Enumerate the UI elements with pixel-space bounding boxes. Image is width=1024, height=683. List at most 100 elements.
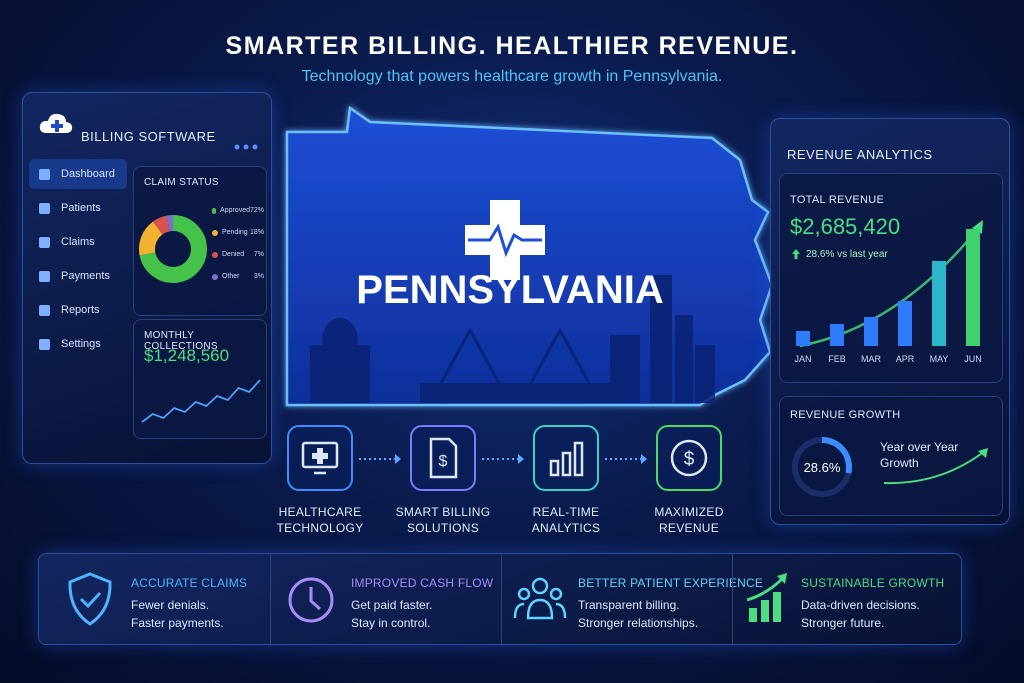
- bar-label: APR: [896, 354, 915, 364]
- panel-title: REVENUE ANALYTICS: [787, 147, 933, 162]
- nav-item[interactable]: Claims: [29, 227, 127, 257]
- legend-swatch: [212, 207, 217, 214]
- total-revenue-card: TOTAL REVENUE $2,685,420 28.6% vs last y…: [779, 173, 1003, 383]
- trend-arrow: [799, 225, 981, 348]
- legend-row: Other 3%: [212, 273, 264, 280]
- benefit-title: IMPROVED CASH FLOW: [351, 576, 494, 590]
- card-title: MONTHLY COLLECTIONS: [144, 330, 218, 352]
- benefit-line: Stronger relationships.: [578, 616, 699, 630]
- ring-label: 28.6%: [804, 460, 841, 475]
- nav-item[interactable]: Reports: [29, 295, 127, 325]
- shield-icon: [68, 572, 112, 626]
- page-title: SMARTER BILLING. HEALTHIER REVENUE.: [225, 32, 799, 60]
- bar: [898, 301, 912, 346]
- nav-icon: [39, 168, 50, 180]
- step-icon: [287, 425, 353, 491]
- pa-map: PENNSYLVANIA: [285, 105, 774, 407]
- benefit-line: Faster payments.: [131, 616, 224, 630]
- benefit-line: Get paid faster.: [351, 598, 433, 612]
- nav-label: Dashboard: [61, 168, 115, 180]
- page-subtitle: Technology that powers healthcare growth…: [301, 68, 723, 85]
- legend-swatch: [212, 273, 218, 280]
- amount: $1,248,560: [144, 346, 230, 365]
- nav-icon: [39, 304, 50, 316]
- legend-row: Denied 7%: [212, 251, 264, 258]
- benefit: IMPROVED CASH FLOW Get paid faster. Stay…: [270, 554, 501, 646]
- bar: [932, 261, 946, 346]
- bar: [830, 324, 844, 346]
- donut-segment: [139, 221, 163, 256]
- skyline: [310, 275, 715, 403]
- legend-label: Pending: [222, 229, 248, 236]
- bar: [796, 331, 810, 346]
- trend-line: [141, 379, 261, 423]
- nav-item[interactable]: Dashboard: [29, 159, 127, 189]
- growth-icon: [746, 573, 787, 622]
- legend-value: 18%: [249, 229, 264, 236]
- benefit-line: Stay in control.: [351, 616, 431, 630]
- bar: [864, 317, 878, 346]
- ring-arc: [821, 437, 852, 474]
- benefit-line: Data-driven decisions.: [801, 598, 920, 612]
- benefit-title: ACCURATE CLAIMS: [131, 576, 248, 590]
- benefit-line: Stronger future.: [801, 616, 885, 630]
- bar-label: MAR: [861, 354, 882, 364]
- step-icon: [533, 425, 599, 491]
- dots: [234, 144, 258, 150]
- people-icon: [513, 577, 567, 620]
- step-icon: $: [410, 425, 476, 491]
- donut-segment: [153, 215, 171, 235]
- legend-value: 72%: [249, 207, 264, 214]
- change-text: 28.6% vs last year: [806, 248, 888, 260]
- analytics-panel: REVENUE ANALYTICS TOTAL REVENUE $2,685,4…: [770, 118, 1010, 525]
- nav-item[interactable]: Settings: [29, 329, 127, 359]
- claim-status-card: CLAIM STATUS Approved 72% Pending 18% Denied…: [133, 166, 267, 316]
- legend-swatch: [212, 251, 218, 258]
- benefit: BETTER PATIENT EXPERIENCE Transparent bi…: [501, 554, 763, 646]
- cloud-icon: [39, 113, 73, 133]
- nav-label: Settings: [61, 338, 101, 350]
- growth-ring: 28.6%: [792, 437, 852, 497]
- trend-arrow-head: [972, 220, 983, 234]
- nav-item[interactable]: Payments: [29, 261, 127, 291]
- nav-icon: [39, 236, 50, 248]
- legend-value: 7%: [253, 251, 264, 258]
- nav-icon: [39, 202, 50, 214]
- bar-label: MAY: [930, 354, 949, 364]
- nav-item[interactable]: Patients: [29, 193, 127, 223]
- side-nav: Dashboard Patients Claims Payments Reports Se…: [29, 159, 127, 363]
- card-title: CLAIM STATUS: [144, 177, 219, 188]
- donut-segment: [139, 215, 207, 283]
- amount: $2,685,420: [790, 214, 901, 239]
- nav-label: Patients: [61, 202, 101, 214]
- donut: [139, 215, 207, 283]
- nav-icon: [39, 338, 50, 350]
- step-arrows: [359, 454, 647, 464]
- nav-label: Claims: [61, 236, 95, 248]
- panel-title: BILLING SOFTWARE: [81, 129, 216, 144]
- benefit: SUSTAINABLE GROWTH Data-driven decisions…: [732, 554, 963, 646]
- legend-row: Approved 72%: [212, 207, 264, 214]
- bar-label: FEB: [828, 354, 846, 364]
- benefit-line: Fewer denials.: [131, 598, 210, 612]
- legend-label: Approved: [220, 207, 250, 214]
- medical-cross: [465, 200, 545, 280]
- legend-label: Denied: [222, 251, 245, 258]
- bar-label: JAN: [794, 354, 811, 364]
- billing-panel: BILLING SOFTWARE Dashboard Patients Claims…: [22, 92, 272, 464]
- nav-label: Payments: [61, 270, 110, 282]
- nav-label: Reports: [61, 304, 100, 316]
- benefit-line: Transparent billing.: [578, 598, 680, 612]
- legend-label: Other: [222, 273, 240, 280]
- bar-label: JUN: [964, 354, 982, 364]
- card-title: REVENUE GROWTH: [790, 409, 901, 421]
- svg-text:$: $: [439, 453, 448, 470]
- clock-icon: [288, 577, 334, 623]
- legend-swatch: [212, 229, 218, 236]
- growth-arrow: [883, 448, 988, 485]
- svg-text:$: $: [684, 449, 695, 470]
- change: 28.6% vs last year: [790, 248, 888, 260]
- step-icon: $: [656, 425, 722, 491]
- benefit-title: BETTER PATIENT EXPERIENCE: [578, 576, 764, 590]
